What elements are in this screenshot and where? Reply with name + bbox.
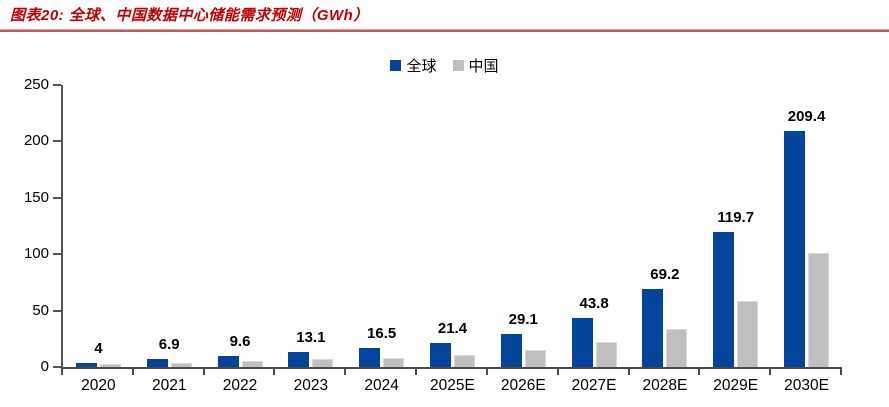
data-label-global-2021: 6.9 [158,336,180,354]
x-axis-tick [698,369,701,375]
bar-global-2022 [217,356,239,367]
category-slot-2030E: 209.4 [771,85,842,367]
data-label-global-2029E: 119.7 [717,208,755,226]
bar-china-2020 [99,364,121,367]
y-axis-tick [53,366,61,368]
x-axis-label-2026E: 2026E [500,377,546,394]
bar-china-2024 [383,357,405,367]
x-axis-label-2022: 2022 [222,377,258,394]
bar-global-2024 [359,348,381,367]
x-axis-tick [415,369,418,375]
x-axis-label-2023: 2023 [293,377,329,394]
category-slot-2029E: 119.7 [700,85,771,367]
category-slot-2025E: 21.4 [417,85,488,367]
china-series-swatch-icon [452,60,464,71]
data-label-global-2027E: 43.8 [579,294,609,312]
bar-china-2030E [808,252,830,367]
bar-global-2027E [571,317,593,367]
y-axis-tick [53,253,61,256]
plot-area: 4 6.9 9.6 13.1 16.5 21.4 29.1 43.8 69.2 119.7 209.… [24,76,842,375]
y-axis-tick-label: 250 [23,76,49,93]
y-axis-tick [53,309,61,312]
title-divider-line [0,29,889,32]
legend-item-global: 全球 [390,55,437,76]
data-label-global-2028E: 69.2 [650,265,680,283]
data-label-global-2024: 16.5 [367,325,397,343]
category-slot-2023: 13.1 [275,85,346,367]
x-axis-label-2027E: 2027E [571,377,617,394]
bar-global-2025E [429,342,451,367]
figure-title: 图表20: 全球、中国数据中心储能需求预测（GWh） [10,7,369,24]
bar-global-2021 [146,359,168,367]
bar-china-2023 [312,359,334,367]
x-axis-tick [485,369,488,375]
y-axis-tick [53,196,61,199]
bar-china-2025E [453,354,475,367]
x-axis-tick [344,369,347,375]
global-series-swatch-icon [390,60,402,71]
x-axis-label-2029E: 2029E [713,377,759,394]
bar-global-2023 [288,352,310,367]
chart-legend: 全球 中国 [0,55,889,76]
x-axis-tick [131,369,134,375]
x-axis-tick [202,369,205,375]
y-axis-tick-label: 100 [23,245,49,263]
y-axis-tick [53,140,61,143]
x-axis-label-2021: 2021 [151,377,187,394]
y-axis-tick-label: 0 [40,358,49,375]
x-axis-tick [61,369,63,375]
legend-label-china: 中国 [468,58,499,75]
category-slot-2026E: 29.1 [488,85,559,367]
x-axis-tick [556,369,559,375]
x-axis-label-2025E: 2025E [430,377,475,394]
legend-item-china: 中国 [452,55,499,76]
data-label-global-2025E: 21.4 [437,319,468,337]
x-axis-line [61,367,842,369]
bar-china-2021 [170,362,192,367]
bar-global-2029E [713,231,735,367]
x-axis-tick [273,369,276,375]
bar-china-2026E [524,349,546,367]
x-axis-label-2024: 2024 [364,377,399,394]
bar-china-2028E [666,329,688,367]
bar-china-2029E [737,300,759,367]
bar-slots: 4 6.9 9.6 13.1 16.5 21.4 29.1 43.8 69.2 119.7 209.… [63,85,842,367]
data-label-global-2030E: 209.4 [787,107,826,125]
bar-global-2030E [784,130,806,367]
x-axis-tick [769,369,772,375]
y-axis-tick-label: 200 [23,132,49,150]
bar-global-2026E [500,334,522,367]
y-axis-tick-label: 150 [23,188,49,206]
category-slot-2020: 4 [63,85,134,367]
x-axis-labels: 2020 2021 2022 2023 2024 2025E 2026E 2027E 2028E… [63,377,842,395]
category-slot-2021: 6.9 [134,85,205,367]
y-axis-tick [53,84,61,86]
bar-global-2028E [642,288,664,367]
category-slot-2027E: 43.8 [559,85,630,367]
bar-global-2020 [75,362,97,367]
x-axis-label-2030E: 2030E [784,377,829,394]
y-axis-line [61,85,63,369]
x-axis-label-2028E: 2028E [642,377,688,394]
x-axis-label-2020: 2020 [81,377,116,394]
x-axis-tick [627,369,630,375]
x-axis-tick [840,369,842,375]
data-label-global-2026E: 29.1 [508,311,538,329]
category-slot-2024: 16.5 [346,85,417,367]
y-axis-tick-label: 50 [32,301,49,319]
data-label-global-2023: 13.1 [296,329,326,347]
category-slot-2022: 9.6 [205,85,276,367]
data-label-global-2022: 9.6 [229,333,251,351]
bar-china-2027E [595,341,617,367]
data-label-global-2020: 4 [94,339,103,357]
legend-label-global: 全球 [406,58,437,75]
bar-china-2022 [241,361,263,367]
category-slot-2028E: 69.2 [630,85,701,367]
